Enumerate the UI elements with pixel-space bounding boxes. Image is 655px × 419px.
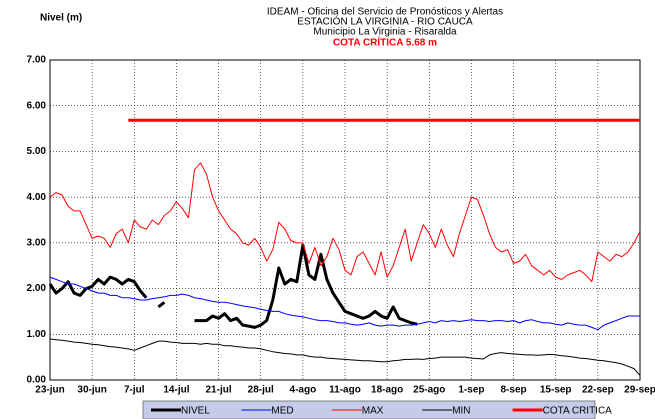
title-line: Municipio La Virginia - Risaralda <box>313 27 457 38</box>
title-line: ESTACIÓN LA VIRGINIA - RIO CAUCA <box>297 15 473 28</box>
x-tick-label: 30-jun <box>77 385 106 396</box>
annotation: COTA CRÍTICA 5.68 m <box>333 36 437 49</box>
x-tick-label: 22-sep <box>582 385 614 396</box>
y-tick-label: 0.00 <box>27 375 47 386</box>
x-tick-label: 7-jul <box>124 385 145 396</box>
legend-label: COTA CRITICA <box>543 406 613 417</box>
x-tick-label: 15-sep <box>540 385 572 396</box>
x-tick-label: 18-ago <box>371 385 403 396</box>
series-line <box>49 162 641 283</box>
x-tick-label: 1-sep <box>458 385 484 396</box>
x-tick-label: 29-sep <box>624 385 655 396</box>
y-axis-label: Nivel (m) <box>40 13 82 24</box>
x-tick-label: 11-ago <box>329 385 361 396</box>
legend-label: MAX <box>362 406 384 417</box>
legend-label: MIN <box>452 406 470 417</box>
y-tick-label: 4.00 <box>27 192 47 203</box>
x-tick-label: 8-sep <box>501 385 527 396</box>
x-tick-label: 23-jun <box>35 385 64 396</box>
y-tick-label: 6.00 <box>27 100 47 111</box>
legend-label: MED <box>271 406 293 417</box>
series-line <box>49 276 640 331</box>
x-tick-label: 14-jul <box>163 385 189 396</box>
y-tick-label: 5.00 <box>27 146 47 157</box>
legend-box <box>142 400 596 419</box>
y-tick-label: 1.00 <box>27 329 47 340</box>
x-tick-label: 28-jul <box>248 385 274 396</box>
y-tick-label: 7.00 <box>27 55 47 66</box>
title-line: IDEAM - Oficina del Servicio de Pronósti… <box>267 7 503 18</box>
series-line <box>48 243 418 329</box>
y-tick-label: 3.00 <box>27 237 47 248</box>
legend-label: NIVEL <box>181 406 210 417</box>
x-tick-label: 4-ago <box>290 385 317 396</box>
x-tick-label: 25-ago <box>413 385 445 396</box>
x-tick-label: 21-jul <box>206 385 232 396</box>
series-line <box>49 338 641 376</box>
y-tick-label: 2.00 <box>27 283 47 294</box>
